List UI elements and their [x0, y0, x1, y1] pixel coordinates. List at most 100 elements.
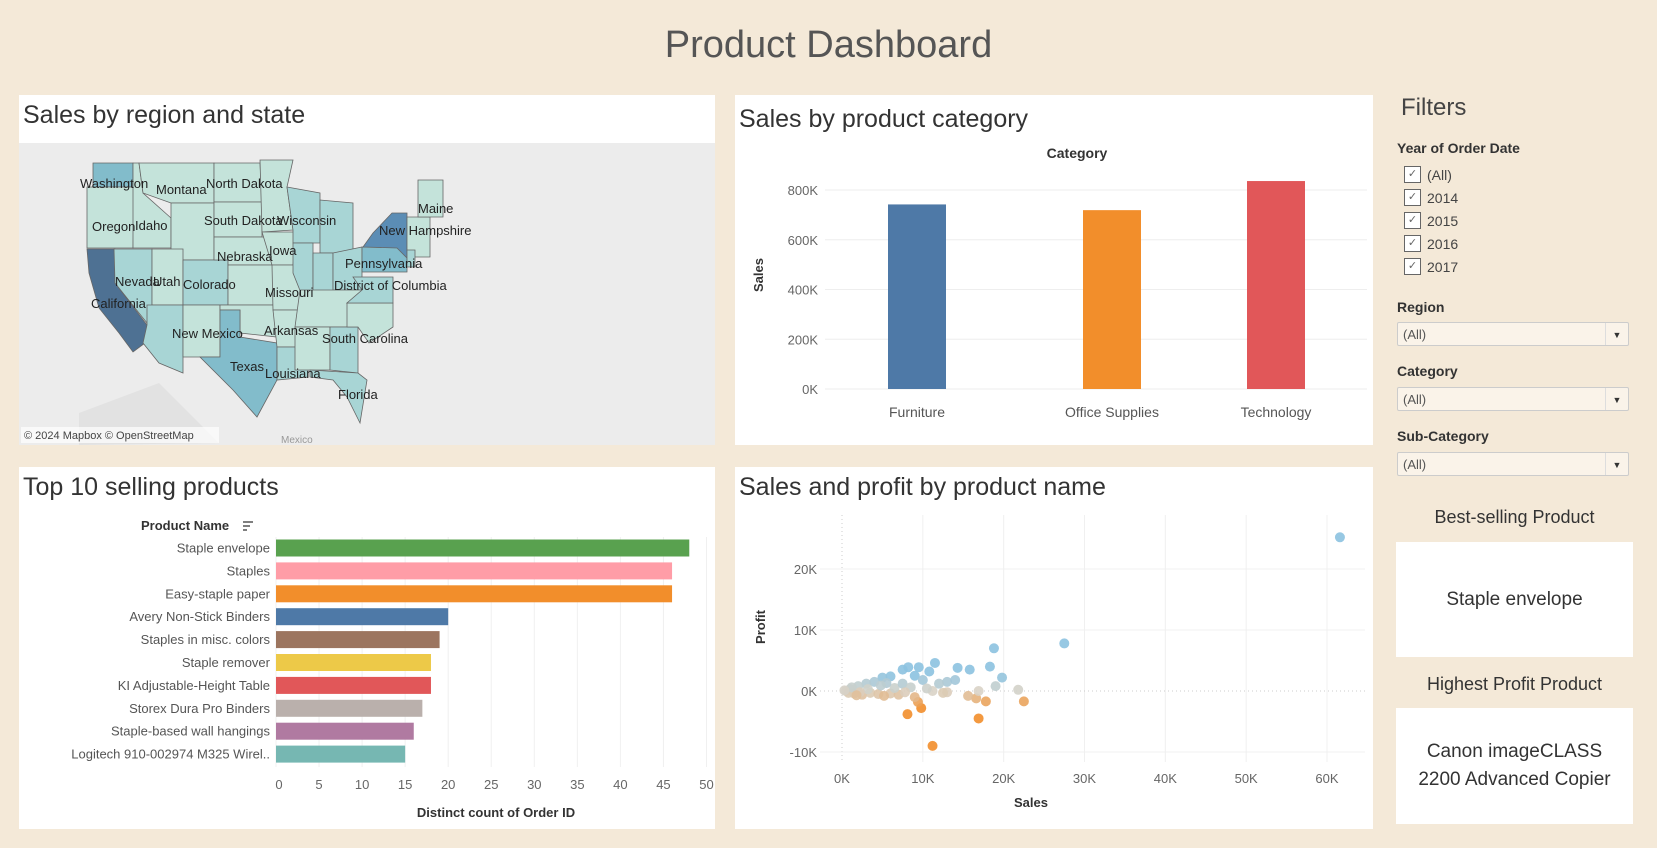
checkbox-checked-icon[interactable]: ✓	[1404, 212, 1421, 229]
x-tick-label: 50	[699, 777, 713, 792]
state-shape[interactable]	[199, 309, 278, 418]
category-dropdown[interactable]: (All) ▼	[1397, 387, 1629, 411]
year-option-label: (All)	[1427, 166, 1452, 183]
scatter-point[interactable]	[909, 670, 920, 681]
y-tick-label: 400K	[788, 283, 819, 298]
year-option[interactable]: ✓ 2014	[1404, 189, 1458, 206]
highest-profit-value-line1: Canon imageCLASS	[1426, 741, 1603, 762]
map-panel: Sales by region and state Washington Mont…	[19, 95, 715, 445]
region-filter-label: Region	[1397, 299, 1445, 315]
year-option[interactable]: ✓ 2016	[1404, 235, 1458, 252]
checkbox-checked-icon[interactable]: ✓	[1404, 235, 1421, 252]
scatter-point[interactable]	[839, 685, 850, 696]
product-label: Staple-based wall hangings	[111, 724, 270, 739]
scatter-point[interactable]	[1018, 696, 1029, 707]
scatter-point[interactable]	[997, 672, 1008, 683]
scatter-point[interactable]	[897, 678, 908, 689]
scatter-point[interactable]	[963, 690, 974, 701]
category-label: Technology	[1241, 404, 1312, 420]
scatter-point[interactable]	[889, 682, 900, 693]
x-tick-label: 15	[398, 777, 412, 792]
checkbox-checked-icon[interactable]: ✓	[1404, 166, 1421, 183]
scatter-point[interactable]	[862, 684, 873, 695]
scatter-point[interactable]	[851, 690, 862, 701]
product-bar[interactable]	[276, 676, 431, 694]
chevron-down-icon[interactable]: ▼	[1605, 453, 1628, 475]
category-filter-label: Category	[1397, 363, 1458, 379]
us-sales-map[interactable]: Washington Montana North Dakota Oregon Idaho…	[19, 143, 715, 445]
top10-title: Top 10 selling products	[23, 473, 279, 501]
product-bar[interactable]	[276, 699, 423, 717]
state-label: Oregon	[92, 219, 135, 234]
product-bar[interactable]	[276, 608, 449, 626]
year-option-label: 2017	[1427, 258, 1459, 275]
state-shape[interactable]	[309, 369, 368, 425]
product-bar[interactable]	[276, 539, 690, 557]
scatter-point[interactable]	[900, 687, 911, 698]
product-bar[interactable]	[276, 654, 431, 671]
checkbox-checked-icon[interactable]: ✓	[1404, 189, 1421, 206]
chevron-down-icon[interactable]: ▼	[1605, 388, 1628, 410]
scatter-point[interactable]	[913, 662, 924, 673]
scatter-point[interactable]	[1059, 638, 1070, 649]
category-bar[interactable]	[1083, 210, 1141, 389]
scatter-point[interactable]	[909, 692, 920, 703]
scatter-point[interactable]	[917, 675, 928, 686]
scatter-point[interactable]	[1013, 684, 1024, 695]
region-dropdown[interactable]: (All) ▼	[1397, 322, 1629, 346]
scatter-point[interactable]	[950, 675, 961, 686]
scatter-point[interactable]	[921, 683, 932, 694]
product-bar[interactable]	[276, 722, 414, 740]
category-bar[interactable]	[1247, 181, 1305, 389]
scatter-point[interactable]	[929, 657, 940, 668]
sales-profit-scatter: 0K 10K 20K 30K 40K 50K 60K -10K 0K 10K 20K Profit Sa…	[753, 515, 1365, 810]
state-label: Missouri	[265, 285, 314, 300]
x-tick-label: 10K	[911, 771, 934, 786]
product-bar[interactable]	[276, 745, 406, 763]
y-axis-label: Sales	[751, 258, 766, 292]
y-tick-label: 800K	[788, 183, 819, 198]
checkbox-checked-icon[interactable]: ✓	[1404, 258, 1421, 275]
subcategory-dropdown-value: (All)	[1403, 457, 1427, 472]
chevron-down-icon[interactable]: ▼	[1605, 323, 1628, 345]
dashboard-title: Product Dashboard	[664, 24, 993, 66]
x-tick-label: 10	[355, 777, 369, 792]
state-shape[interactable]	[86, 186, 136, 249]
scatter-point[interactable]	[927, 740, 938, 751]
best-selling-label: Best-selling Product	[1434, 507, 1595, 527]
scatter-point[interactable]	[902, 709, 913, 720]
scatter-point[interactable]	[897, 664, 908, 675]
product-label: Staples in misc. colors	[141, 632, 271, 647]
product-name-header: Product Name	[141, 518, 229, 533]
scatter-point[interactable]	[973, 686, 984, 696]
year-option[interactable]: ✓ 2015	[1404, 212, 1458, 229]
scatter-point[interactable]	[988, 643, 999, 654]
scatter-point[interactable]	[952, 662, 963, 673]
state-shape[interactable]	[345, 276, 394, 304]
scatter-point[interactable]	[980, 696, 991, 707]
state-label: Florida	[338, 387, 379, 402]
scatter-point[interactable]	[964, 664, 975, 675]
product-bar[interactable]	[276, 585, 673, 603]
scatter-point[interactable]	[984, 661, 995, 672]
scatter-point[interactable]	[879, 690, 890, 701]
x-tick-label: 5	[315, 777, 322, 792]
scatter-point[interactable]	[924, 666, 935, 677]
scatter-point[interactable]	[938, 687, 949, 698]
year-option[interactable]: ✓ 2017	[1404, 258, 1458, 275]
scatter-point[interactable]	[1334, 532, 1345, 543]
x-tick-label: 20	[441, 777, 455, 792]
scatter-point[interactable]	[875, 680, 886, 691]
category-bar[interactable]	[888, 204, 946, 389]
scatter-point[interactable]	[942, 676, 953, 687]
product-bar[interactable]	[276, 631, 440, 649]
state-shape[interactable]	[406, 249, 416, 268]
state-label: Colorado	[183, 277, 236, 292]
scatter-point[interactable]	[934, 678, 944, 689]
year-option[interactable]: ✓ (All)	[1404, 166, 1452, 183]
scatter-point[interactable]	[990, 681, 1001, 692]
product-bar[interactable]	[276, 562, 673, 580]
subcategory-dropdown[interactable]: (All) ▼	[1397, 452, 1629, 476]
scatter-point[interactable]	[973, 713, 984, 724]
state-shape[interactable]	[417, 179, 444, 218]
